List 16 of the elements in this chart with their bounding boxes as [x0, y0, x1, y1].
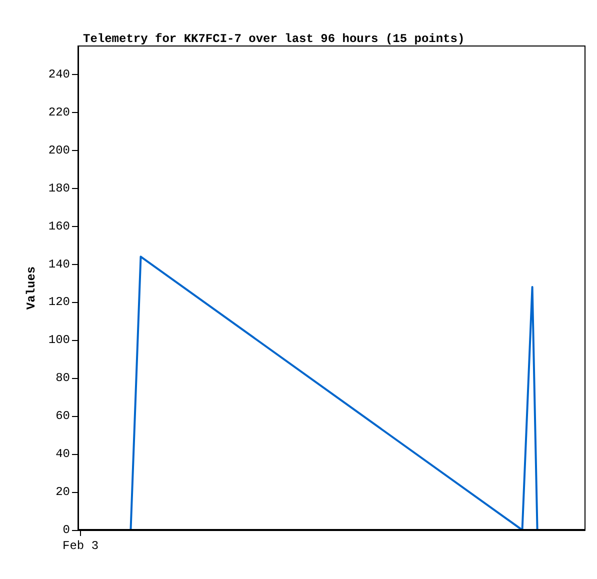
y-tick-label: 60	[56, 409, 70, 424]
y-tick-label: 80	[56, 371, 70, 386]
y-tick-label: 120	[48, 295, 70, 310]
y-tick-label: 200	[48, 143, 70, 158]
y-tick-label: 100	[48, 333, 70, 348]
y-tick-label: 160	[48, 219, 70, 234]
y-tick-label: 140	[48, 257, 70, 272]
y-tick-label: 0	[62, 523, 70, 537]
chart-title: Telemetry for KK7FCI-7 over last 96 hours (15 points)	[83, 32, 465, 46]
y-tick-label: 40	[56, 447, 70, 462]
y-axis-title: Values	[24, 266, 38, 310]
x-tick-label: Feb 3	[62, 539, 99, 553]
y-tick-label: 20	[56, 485, 70, 500]
y-tick-label: 220	[48, 105, 70, 120]
y-tick-label: 180	[48, 181, 70, 196]
y-tick-label: 240	[48, 67, 70, 82]
